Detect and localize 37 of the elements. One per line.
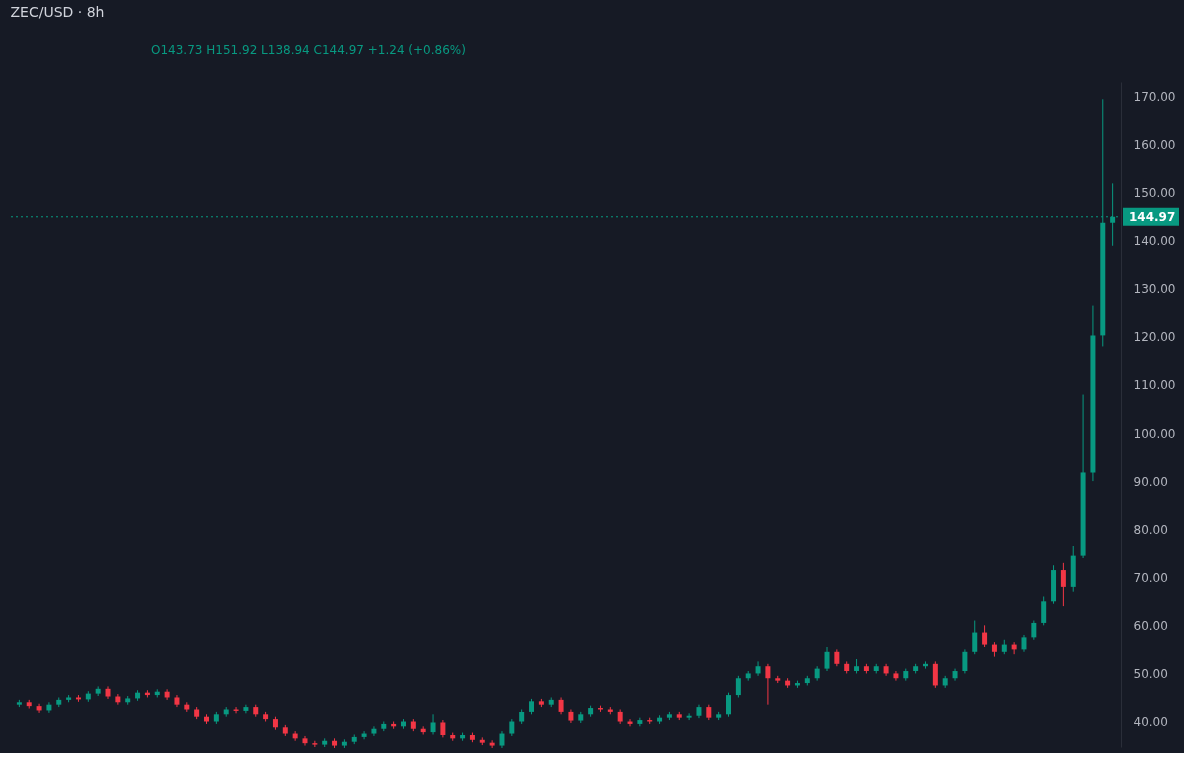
candlestick bbox=[735, 675, 741, 698]
y-tick-label: 80.00 bbox=[1133, 522, 1168, 537]
candlestick bbox=[893, 670, 899, 682]
text: O143.73 H151.92 L138.94 C144.97 +1.24 (+0.86%) bbox=[151, 43, 466, 57]
y-tick-label: 90.00 bbox=[1133, 474, 1168, 489]
candlestick bbox=[302, 735, 308, 747]
candlestick bbox=[824, 646, 830, 672]
y-tick-label: 140.00 bbox=[1133, 234, 1176, 249]
candlestick bbox=[1041, 596, 1047, 626]
y-tick-label: 70.00 bbox=[1133, 570, 1168, 585]
candlestick bbox=[1031, 620, 1037, 641]
y-tick-label: 110.00 bbox=[1133, 378, 1176, 393]
candlestick bbox=[765, 663, 771, 706]
candlestick bbox=[972, 620, 978, 655]
y-tick-label: 60.00 bbox=[1133, 618, 1168, 633]
chart-title: ZEC/USD · 8h bbox=[10, 4, 105, 20]
candlestick bbox=[1060, 562, 1066, 607]
candlestick bbox=[686, 712, 692, 721]
y-tick-label: 120.00 bbox=[1133, 330, 1176, 345]
candlestick bbox=[371, 725, 377, 737]
candlestick bbox=[932, 660, 938, 689]
y-tick-label: 160.00 bbox=[1133, 138, 1176, 153]
candlestick bbox=[233, 706, 239, 714]
y-tick-label: 150.00 bbox=[1133, 186, 1176, 201]
candlestick bbox=[982, 624, 988, 648]
candlestick bbox=[36, 703, 42, 714]
y-tick-label: 100.00 bbox=[1133, 426, 1176, 441]
candlestick bbox=[962, 648, 968, 674]
y-tick-label: 170.00 bbox=[1133, 89, 1176, 104]
y-tick-label: 40.00 bbox=[1133, 715, 1168, 730]
ref-line-label: 144.97 bbox=[1129, 209, 1176, 224]
candlestick bbox=[755, 660, 761, 677]
candlestick bbox=[726, 692, 732, 718]
candlestick bbox=[489, 739, 495, 749]
candlestick bbox=[430, 713, 436, 735]
y-tick-label: 130.00 bbox=[1133, 282, 1176, 297]
y-tick-label: 50.00 bbox=[1133, 666, 1168, 681]
